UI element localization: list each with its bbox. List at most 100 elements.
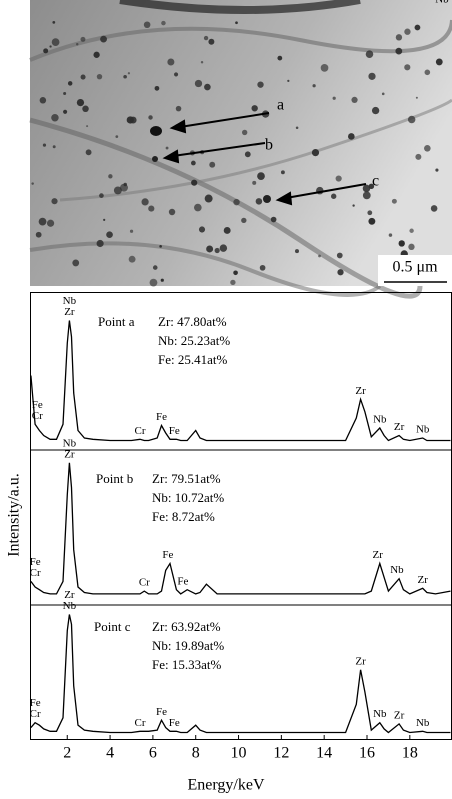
precipitate (435, 58, 443, 66)
streak (29, 117, 423, 299)
precipitate (424, 144, 431, 152)
peak-label: Fe (32, 399, 43, 411)
precipitate (51, 38, 60, 47)
precipitate (204, 83, 211, 91)
precipitate (49, 45, 52, 48)
peak-label: Nb (373, 414, 387, 426)
peak-label: Nb (390, 564, 404, 576)
peak-label: Cr (30, 708, 41, 720)
precipitate (235, 21, 238, 25)
precipitate (311, 148, 320, 157)
precipitate (270, 216, 277, 223)
precipitate (430, 205, 438, 212)
peak-label: Fe (156, 706, 167, 718)
composition: Nb: 19.89at% (152, 638, 224, 653)
peak-label: Fe (169, 425, 180, 437)
precipitate (381, 92, 385, 96)
precipitate (368, 217, 376, 225)
precipitate (294, 249, 299, 254)
precipitate (198, 226, 206, 233)
precipitate (414, 24, 421, 31)
precipitate (129, 229, 134, 233)
peak-label: Zr (373, 549, 384, 561)
precipitate (43, 48, 49, 54)
arrowhead (275, 191, 293, 206)
x-tick-label: 4 (106, 745, 114, 762)
precipitate (206, 245, 214, 253)
peak-label: Nb (416, 717, 430, 729)
precipitate (280, 170, 285, 175)
precipitate (398, 240, 405, 247)
x-tick-label: 12 (273, 745, 289, 762)
precipitate (86, 125, 89, 128)
precipitate (31, 182, 34, 185)
precipitate (52, 21, 56, 24)
spectrum (30, 614, 451, 734)
precipitate (80, 74, 86, 80)
streak (59, 98, 452, 202)
precipitate (126, 116, 134, 124)
precipitate (204, 194, 213, 203)
precipitate (194, 203, 202, 212)
precipitate (424, 69, 431, 76)
point-name: Point c (94, 619, 131, 634)
precipitate (148, 205, 155, 212)
precipitate (143, 21, 151, 29)
precipitate (257, 81, 264, 88)
peak-label: Zr (64, 448, 75, 460)
precipitate (233, 270, 238, 276)
precipitate (63, 109, 68, 114)
precipitate (330, 193, 337, 199)
precipitate (160, 278, 164, 282)
precipitate (263, 195, 271, 203)
precipitate (409, 228, 414, 233)
streak (29, 241, 382, 297)
precipitate (154, 85, 160, 91)
precipitate (194, 79, 203, 88)
precipitate (395, 34, 403, 41)
peak-label: Zr (394, 421, 405, 433)
precipitate (365, 50, 374, 58)
precipitate (362, 184, 371, 193)
precipitate (395, 47, 403, 55)
precipitate (388, 233, 393, 237)
precipitate (362, 191, 371, 200)
arrows (162, 112, 367, 206)
precipitate (367, 210, 373, 216)
precipitate (208, 38, 215, 45)
precipitate (214, 247, 220, 254)
precipitate (35, 231, 42, 238)
precipitate (123, 74, 127, 79)
precipitate (312, 84, 316, 88)
composition: Zr: 47.80at% (158, 314, 227, 329)
micrograph: a b c 0.5 μm (29, 0, 452, 299)
peak-label: Zr (355, 385, 366, 397)
precipitate (404, 64, 411, 71)
precipitate (42, 143, 47, 147)
precipitate (435, 168, 439, 172)
x-tick-label: 2 (63, 745, 71, 762)
arrowhead (162, 149, 180, 164)
precipitate (415, 153, 422, 160)
peak-label: Zr (355, 655, 366, 667)
precipitate (150, 126, 162, 136)
x-tick-label: 8 (192, 745, 200, 762)
precipitate (200, 61, 204, 64)
peak-label: Fe (30, 556, 41, 568)
peak-label: Nb (63, 295, 77, 307)
precipitate (335, 175, 342, 182)
precipitate (152, 265, 158, 270)
precipitate (100, 35, 107, 43)
precipitate (332, 96, 336, 100)
arrow (172, 142, 266, 157)
precipitate (407, 115, 416, 124)
composition: Fe: 25.41at% (158, 352, 227, 367)
scale-bar-label: 0.5 μm (392, 259, 438, 276)
precipitate (259, 264, 266, 271)
precipitate (336, 252, 343, 259)
composition: Fe: 8.72at% (152, 509, 215, 524)
point-label: b (265, 137, 273, 154)
precipitate (223, 227, 231, 234)
precipitate (219, 244, 228, 252)
